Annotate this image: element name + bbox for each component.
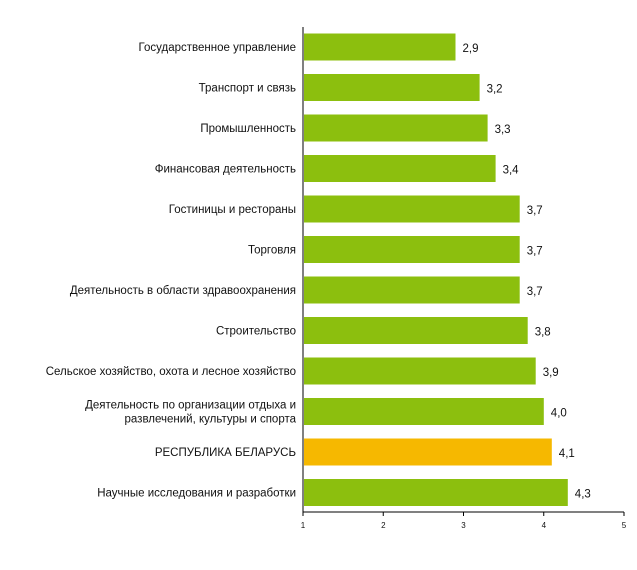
category-label: Строительство xyxy=(216,326,296,338)
value-label: 3,3 xyxy=(495,124,511,136)
value-label: 3,9 xyxy=(543,367,559,379)
category-label: Государственное управление xyxy=(139,42,296,54)
value-label: 3,4 xyxy=(503,165,520,177)
bar xyxy=(304,317,528,344)
value-label: 3,7 xyxy=(527,246,543,258)
value-label: 3,7 xyxy=(527,286,543,298)
bar xyxy=(304,74,480,101)
bar xyxy=(304,438,552,466)
category-label: Гостиницы и рестораны xyxy=(169,204,296,216)
category-label: Деятельность в области здравоохранения xyxy=(70,285,296,297)
value-label: 3,2 xyxy=(487,84,503,96)
bar xyxy=(304,195,520,223)
category-label: Транспорт и связь xyxy=(199,83,296,95)
category-label: Научные исследования и разработки xyxy=(97,488,296,500)
bar xyxy=(304,357,536,385)
category-label: Промышленность xyxy=(200,123,296,135)
x-tick-label: 5 xyxy=(622,521,627,530)
category-label: РЕСПУБЛИКА БЕЛАРУСЬ xyxy=(155,447,296,459)
x-tick-label: 1 xyxy=(301,521,306,530)
category-label: Торговля xyxy=(248,245,296,257)
x-tick-label: 2 xyxy=(381,521,386,530)
value-label: 4,0 xyxy=(551,408,567,420)
value-label: 3,7 xyxy=(527,205,543,217)
category-label: Деятельность по организации отдыха и xyxy=(85,400,296,412)
category-label: Сельское хозяйство, охота и лесное хозяй… xyxy=(46,366,296,378)
x-tick-label: 3 xyxy=(461,521,466,530)
category-label: Финансовая деятельность xyxy=(155,164,296,176)
bar xyxy=(304,398,544,425)
value-label: 4,3 xyxy=(575,489,591,501)
bar xyxy=(304,33,456,61)
bar xyxy=(304,155,496,182)
bar xyxy=(304,276,520,304)
bar xyxy=(304,114,488,142)
value-label: 2,9 xyxy=(463,43,479,55)
value-label: 4,1 xyxy=(559,448,575,460)
x-tick-label: 4 xyxy=(542,521,547,530)
bar xyxy=(304,479,568,506)
value-label: 3,8 xyxy=(535,327,551,339)
category-label: развлечений, культуры и спорта xyxy=(125,414,297,426)
bar xyxy=(304,236,520,263)
